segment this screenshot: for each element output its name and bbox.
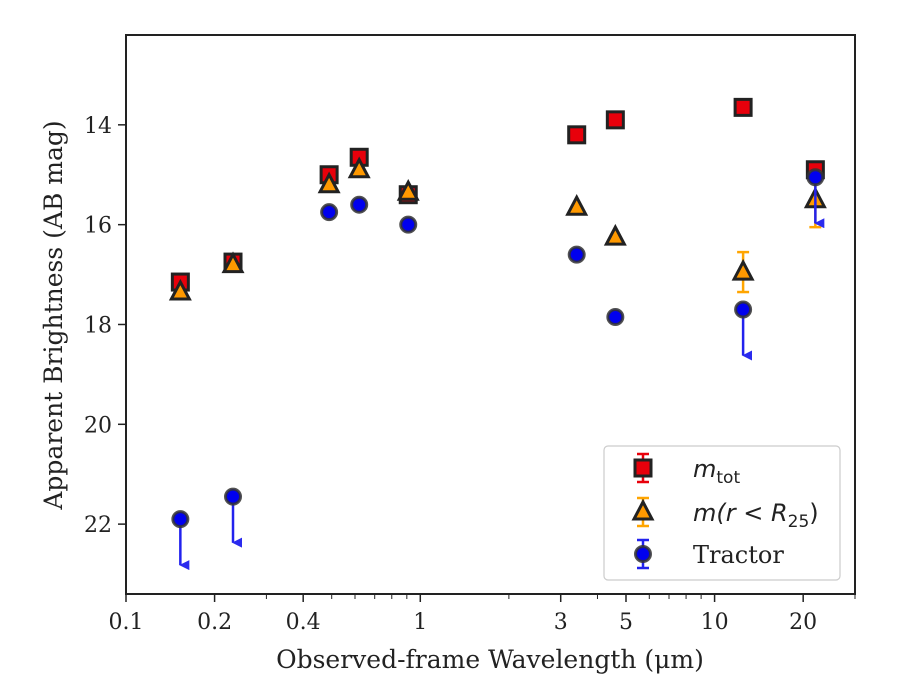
x-axis-label: Observed-frame Wavelength (μm) [276, 645, 704, 674]
tractor-point [806, 168, 825, 187]
x-tick-label: 10 [701, 610, 729, 635]
x-tick-label: 3 [554, 610, 568, 635]
tractor-point [224, 487, 243, 506]
legend-mtot-marker [633, 458, 653, 478]
legend-mr25-label: m(r < R25) [693, 499, 819, 532]
y-tick-label: 18 [84, 313, 112, 338]
y-tick-label: 20 [84, 413, 112, 438]
mr25-point [317, 171, 341, 194]
mr25-point [565, 193, 589, 216]
y-tick-label: 16 [84, 214, 112, 239]
x-tick-label: 20 [789, 610, 817, 635]
legend-tractor-marker [634, 545, 652, 563]
mr25-point [603, 223, 627, 246]
x-tick-label: 0.4 [286, 610, 321, 635]
tractor-point [350, 195, 369, 214]
mtot-point [733, 97, 753, 117]
plot-frame [125, 34, 856, 595]
y-tick-label: 22 [84, 513, 112, 538]
mtot-point [567, 125, 587, 145]
legend-mtot-label: mtot [693, 455, 740, 488]
mr25-point [396, 179, 420, 201]
legend-box [603, 445, 841, 581]
tractor-point [171, 510, 190, 529]
legend-mr25-marker [631, 498, 655, 521]
mr25-point [347, 156, 371, 179]
x-tick-label: 0.1 [109, 610, 144, 635]
legend-tractor-label: Tractor [693, 541, 784, 569]
x-tick-label: 0.2 [197, 610, 232, 635]
mr25-point [221, 251, 245, 274]
tractor-point [399, 215, 418, 234]
tractor-point [734, 300, 753, 319]
tractor-point [567, 245, 586, 264]
mtot-point [605, 110, 625, 130]
y-axis-label: Apparent Brightness (AB mag) [39, 120, 68, 510]
tractor-point [606, 307, 625, 326]
x-tick-label: 1 [413, 610, 427, 635]
legend: mtot m(r < R25) Tractor [603, 445, 841, 581]
tractor-point [320, 203, 339, 222]
y-tick-label: 14 [84, 114, 112, 139]
mr25-point [731, 258, 755, 281]
x-tick-label: 5 [619, 610, 633, 635]
plot-area: 0.1 0.2 0.4 1 3 5 10 20 14 16 18 20 22 [84, 34, 856, 635]
mr25-point [168, 278, 192, 301]
